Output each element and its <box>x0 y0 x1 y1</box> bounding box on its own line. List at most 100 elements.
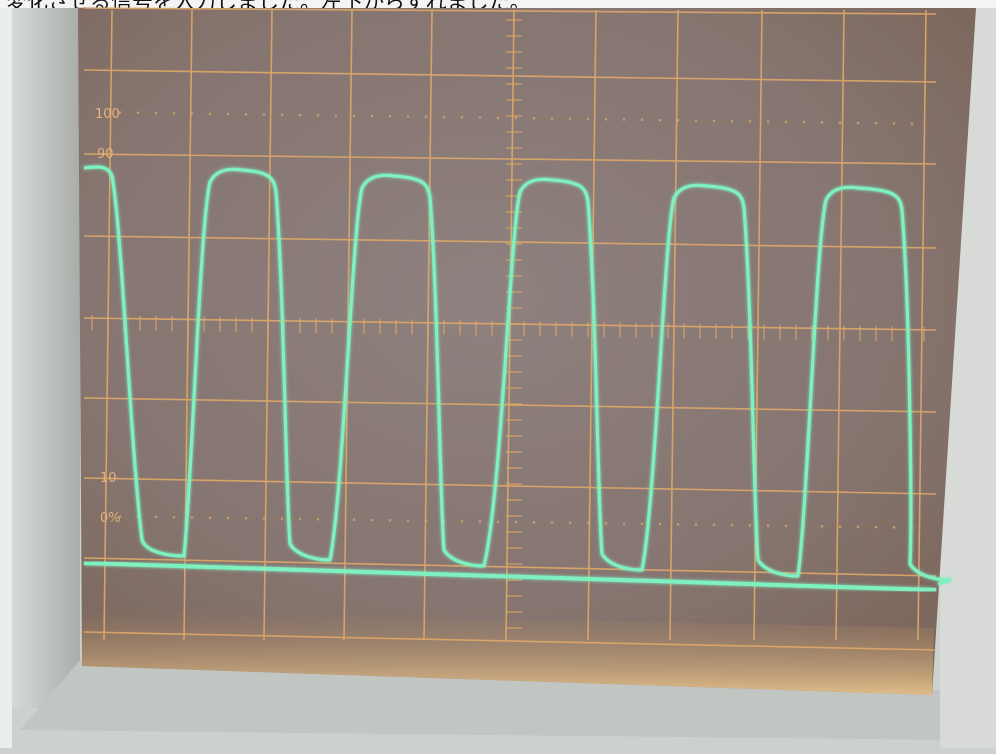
dot-0 <box>730 523 734 527</box>
dot-0 <box>118 515 122 518</box>
dot-0 <box>856 525 860 529</box>
dot-100 <box>352 114 356 118</box>
dot-0 <box>622 522 626 525</box>
dot-100 <box>622 118 626 121</box>
dot-0 <box>280 517 284 521</box>
dot-0 <box>352 518 356 522</box>
dot-100 <box>190 112 194 115</box>
dot-100 <box>388 114 392 118</box>
grid-horizontal-line <box>83 477 937 495</box>
dot-100 <box>658 118 662 122</box>
dot-100 <box>208 112 212 116</box>
dot-0 <box>478 520 482 523</box>
dot-0 <box>460 519 464 523</box>
dot-0 <box>784 524 788 528</box>
caption-text: 変化させる信号を入力しました。左下からずれました。 <box>6 0 531 8</box>
grid-vertical-line <box>917 9 927 641</box>
dot-0 <box>748 524 752 527</box>
dot-0 <box>208 516 212 520</box>
dot-0 <box>766 524 770 527</box>
dot-0 <box>262 517 266 520</box>
dot-100 <box>460 115 464 119</box>
grid-horizontal-line <box>83 397 937 413</box>
dot-0 <box>424 519 428 523</box>
dot-100 <box>442 115 446 119</box>
dot-100 <box>298 113 302 117</box>
grid-vertical-line <box>669 9 679 641</box>
dot-100 <box>640 118 644 122</box>
bezel-left <box>0 8 80 708</box>
dot-100 <box>244 112 248 116</box>
dot-100 <box>334 114 338 117</box>
dot-0 <box>298 517 302 521</box>
baseline-trace <box>83 561 937 592</box>
grid-horizontal-line <box>83 557 937 577</box>
dot-100 <box>154 111 158 115</box>
dot-100 <box>766 120 770 123</box>
dot-100 <box>802 120 806 124</box>
dot-100 <box>136 111 140 115</box>
dot-100 <box>604 118 608 121</box>
grid-horizontal-line <box>83 7 937 15</box>
dot-100 <box>820 121 824 124</box>
dot-100 <box>406 115 410 118</box>
dot-0 <box>370 518 374 522</box>
dot-0 <box>532 521 536 524</box>
crt-screen <box>78 8 976 695</box>
waveform-trace <box>83 165 952 586</box>
dot-100 <box>424 115 428 119</box>
grid-horizontal-line <box>83 153 937 165</box>
dot-0 <box>316 517 320 521</box>
dot-0 <box>820 525 824 528</box>
dot-100 <box>838 121 842 124</box>
dot-100 <box>172 111 176 115</box>
screen-bottom-glow <box>82 610 934 695</box>
dot-100 <box>496 116 500 120</box>
dot-0 <box>586 521 590 525</box>
dot-0 <box>550 521 554 524</box>
dot-0 <box>568 521 572 525</box>
dot-100 <box>694 119 698 122</box>
dot-100 <box>730 119 734 123</box>
dot-100 <box>262 113 266 116</box>
dot-0 <box>676 523 680 526</box>
dot-100 <box>478 116 482 119</box>
dot-100 <box>370 114 374 118</box>
dot-100 <box>676 119 680 122</box>
dot-0 <box>838 525 842 528</box>
dot-0 <box>658 522 662 526</box>
caption-strip: 変化させる信号を入力しました。左下からずれました。 <box>0 0 996 8</box>
dot-100 <box>586 117 590 121</box>
dot-100 <box>892 122 896 125</box>
label-0: 0% <box>100 511 121 526</box>
dot-100 <box>748 120 752 123</box>
dot-0 <box>172 515 176 519</box>
grid-vertical-line <box>835 9 845 641</box>
grid-vertical-line <box>505 9 515 641</box>
dot-0 <box>604 522 608 525</box>
dot-100 <box>856 121 860 125</box>
dot-0 <box>496 520 500 524</box>
dot-100 <box>226 112 230 116</box>
dot-0 <box>190 516 194 519</box>
dot-100 <box>874 121 878 125</box>
dot-100 <box>712 119 716 123</box>
dot-0 <box>514 520 518 524</box>
dot-100 <box>550 117 554 120</box>
dot-100 <box>280 113 284 117</box>
dot-0 <box>892 526 896 529</box>
bezel-bottom <box>20 660 960 740</box>
dot-100 <box>784 120 788 124</box>
dot-0 <box>226 516 230 520</box>
label-100: 100 <box>95 107 120 122</box>
label-10: 10 <box>100 471 117 486</box>
dot-0 <box>640 522 644 526</box>
dot-0 <box>154 515 158 519</box>
dot-0 <box>694 523 698 526</box>
label-90: 90 <box>97 147 114 162</box>
dot-0 <box>244 516 248 520</box>
dot-100 <box>532 117 536 120</box>
dot-100 <box>910 122 914 125</box>
